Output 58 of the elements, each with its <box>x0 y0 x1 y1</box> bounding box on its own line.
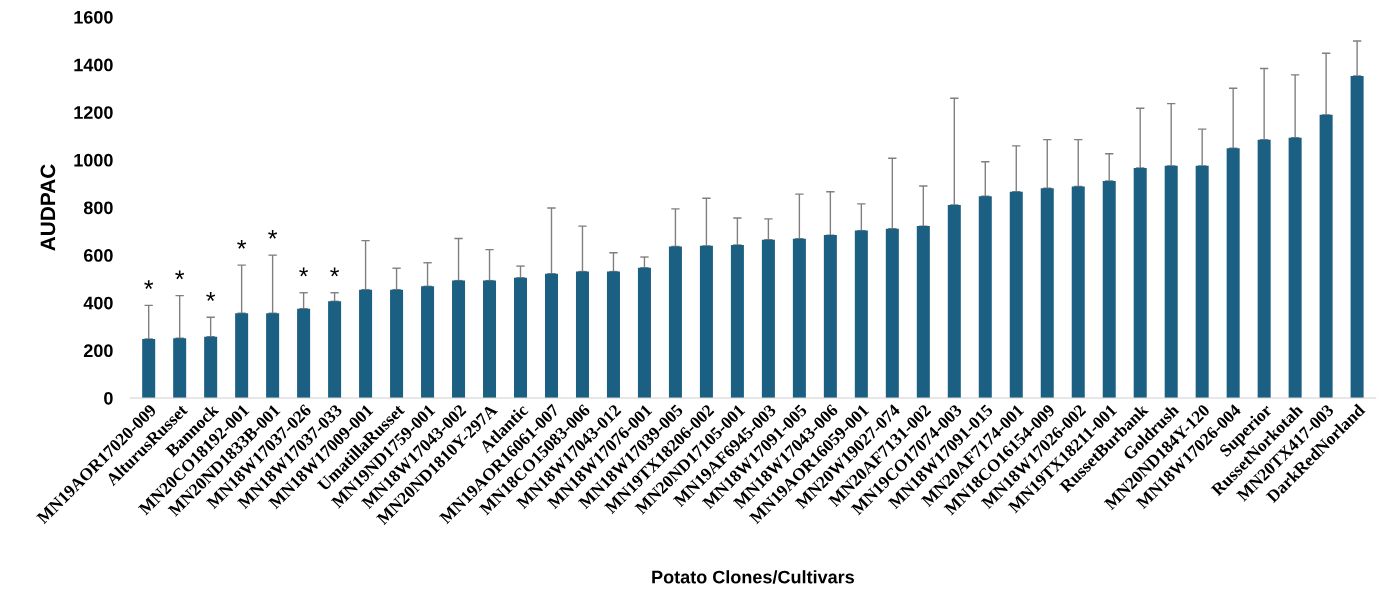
bar <box>792 238 806 398</box>
y-tick-label: 1000 <box>74 153 113 167</box>
bar <box>730 244 744 398</box>
bar <box>142 338 156 398</box>
bar <box>606 271 620 398</box>
y-axis-title: AUDPAC <box>40 164 56 251</box>
bar <box>390 289 404 398</box>
bar <box>1319 114 1333 398</box>
x-axis-title: Potato Clones/Cultivars <box>652 570 854 584</box>
bar <box>854 230 868 398</box>
annotation: * <box>237 239 247 249</box>
y-tick-label: 1200 <box>74 106 113 119</box>
bar <box>297 308 311 398</box>
y-tick-label: 600 <box>83 249 113 262</box>
bar <box>916 226 930 398</box>
y-tick-label: 800 <box>83 201 113 215</box>
annotation: * <box>330 267 340 277</box>
y-tick-label: 1600 <box>74 10 113 24</box>
bar <box>1195 165 1209 398</box>
bar <box>1164 165 1178 398</box>
bar <box>1350 76 1364 398</box>
bar <box>668 246 682 398</box>
bar <box>761 239 775 398</box>
bar <box>1257 139 1271 398</box>
bar <box>328 301 342 398</box>
y-tick-label: 1400 <box>74 58 113 72</box>
bar <box>699 245 713 398</box>
annotation: * <box>206 292 216 301</box>
bar <box>1009 191 1023 398</box>
bar <box>483 280 497 398</box>
y-tick-label: 0 <box>104 391 113 405</box>
bar <box>235 313 249 398</box>
bar <box>823 235 837 398</box>
bar <box>359 289 373 398</box>
bar <box>421 286 435 398</box>
annotation: * <box>144 280 154 289</box>
bar <box>266 313 280 398</box>
bar <box>1133 167 1147 398</box>
y-tick-label: 200 <box>83 344 113 358</box>
bar <box>978 196 992 398</box>
bar <box>173 338 187 398</box>
bar <box>1071 186 1085 398</box>
y-tick-label: 400 <box>83 296 113 310</box>
bar <box>1040 188 1054 398</box>
bar <box>544 273 558 398</box>
bar <box>947 204 961 398</box>
bar <box>1288 137 1302 398</box>
bar <box>575 271 589 398</box>
bar <box>885 228 899 398</box>
annotation: * <box>268 229 278 239</box>
bar <box>452 280 466 398</box>
bar <box>637 267 651 398</box>
annotation: * <box>299 267 309 277</box>
bar <box>204 336 218 398</box>
bar <box>1102 181 1116 398</box>
annotation: * <box>175 270 185 280</box>
bar <box>1226 148 1240 398</box>
bar <box>514 277 528 398</box>
